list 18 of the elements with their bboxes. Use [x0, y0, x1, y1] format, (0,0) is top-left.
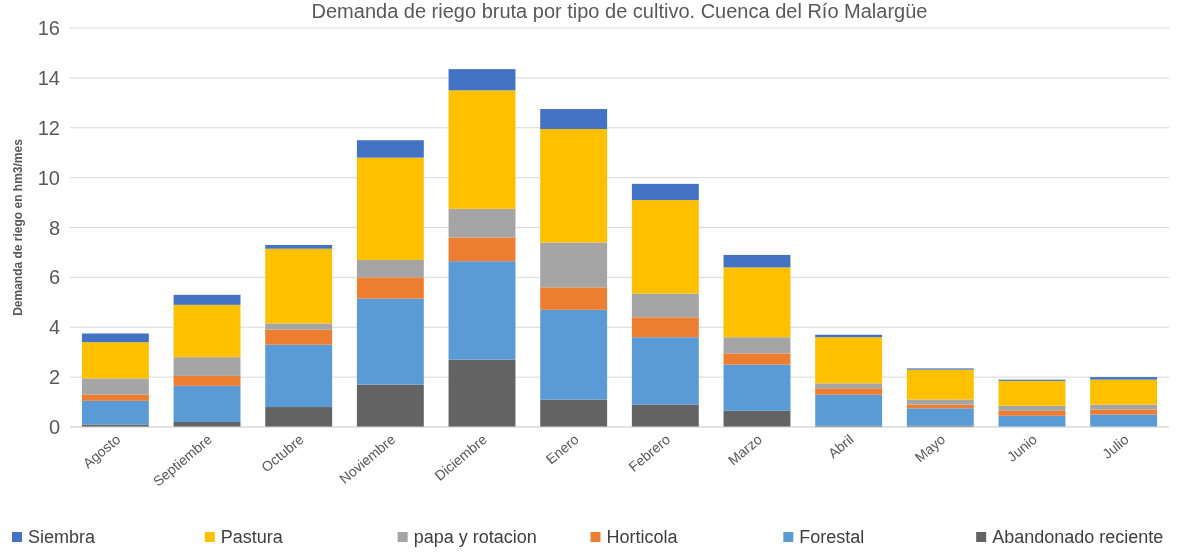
y-tick-label: 2: [48, 366, 60, 389]
legend-label: Siembra: [28, 527, 97, 547]
y-tick-label: 0: [48, 416, 60, 438]
legend-label: Forestal: [799, 527, 865, 547]
y-tick-label: 4: [48, 316, 60, 339]
y-tick-label: 6: [48, 266, 60, 289]
y-tick-label: 12: [37, 116, 60, 139]
legend-label: Pastura: [220, 527, 284, 547]
y-tick-label: 16: [37, 17, 60, 39]
y-tick-label: 8: [48, 216, 60, 239]
legend-label: Abandonado reciente: [992, 527, 1164, 547]
y-tick-label: 14: [37, 66, 60, 89]
y-tick-label: 10: [37, 166, 60, 189]
x-tick-label: Julio: [1099, 430, 1132, 462]
y-axis-title: Demanda de riego en hm3/mes: [11, 138, 25, 316]
chart-title: Demanda de riego bruta por tipo de cultivo. Cuenca del Río Malargüe: [311, 0, 928, 22]
legend-label: papa y rotacion: [413, 527, 537, 547]
legend-label: Horticola: [606, 527, 679, 547]
